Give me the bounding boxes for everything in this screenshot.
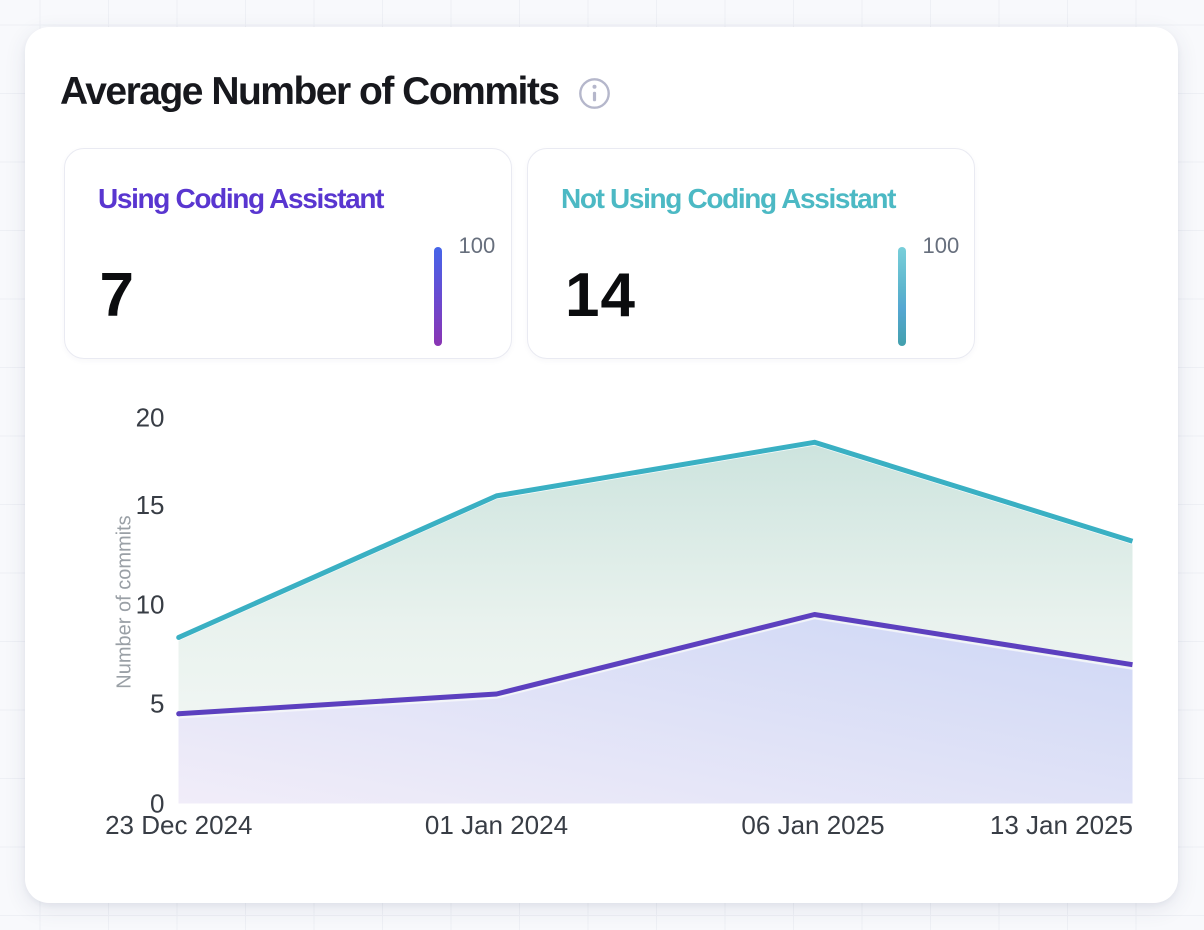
svg-text:23 Dec 2024: 23 Dec 2024 (105, 810, 252, 840)
svg-text:10: 10 (136, 590, 165, 620)
svg-text:5: 5 (150, 689, 164, 719)
svg-text:20: 20 (136, 403, 165, 433)
svg-text:Number of commits: Number of commits (114, 515, 136, 688)
svg-text:0: 0 (150, 789, 164, 819)
svg-text:06 Jan 2025: 06 Jan 2025 (741, 810, 884, 840)
svg-text:15: 15 (136, 490, 165, 520)
svg-text:13 Jan 2025: 13 Jan 2025 (990, 810, 1133, 840)
svg-text:01 Jan 2024: 01 Jan 2024 (425, 810, 568, 840)
